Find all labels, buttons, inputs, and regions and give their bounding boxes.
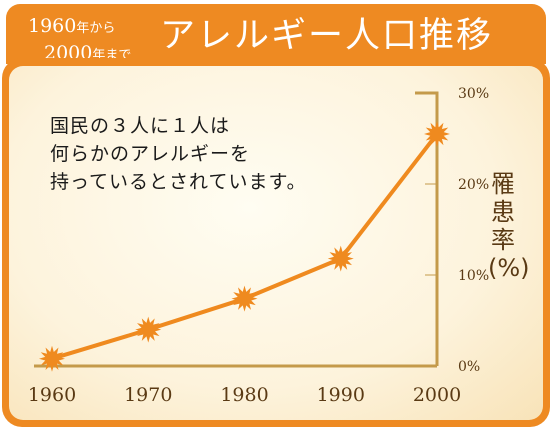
- data-point: [135, 316, 162, 343]
- chart-title: アレルギー人口推移: [160, 16, 494, 56]
- series-line: [51, 132, 439, 361]
- year-from-line: 1960年から: [28, 14, 131, 41]
- year-range: 1960年から 2000年まで: [28, 14, 131, 68]
- note-line-2: 何らかのアレルギーを: [50, 143, 251, 165]
- chart-panel: [9, 66, 543, 420]
- data-point: [327, 245, 354, 272]
- note-line-1: 国民の３人に１人は: [50, 115, 231, 137]
- note-line-3: 持っているとされています。: [50, 171, 307, 193]
- y-tick-label: 30%: [458, 86, 489, 102]
- x-tick-label: 1960: [28, 384, 76, 406]
- x-tick-label: 2000: [413, 384, 461, 406]
- data-point: [39, 345, 65, 372]
- y-tick-label: 10%: [458, 268, 489, 284]
- annotation-note: 国民の３人に１人は 何らかのアレルギーを 持っているとされています。: [50, 112, 307, 196]
- axis-layer: [34, 91, 439, 368]
- marker-layer: [39, 120, 450, 372]
- year-from-suffix: 年から: [76, 21, 116, 36]
- label-layer: 0% 10% 20% 30% 1960 1970 1980 1990 2000: [28, 86, 489, 406]
- header-tab: 1960年から 2000年まで アレルギー人口推移: [6, 4, 546, 64]
- y-tick-label: 20%: [458, 177, 489, 193]
- data-point: [424, 120, 450, 147]
- y-axis-label: 罹患率(%): [488, 170, 530, 282]
- x-tick-label: 1970: [124, 384, 172, 406]
- year-from: 1960: [28, 15, 77, 37]
- y-tick-label: 0%: [458, 359, 480, 375]
- data-point: [231, 285, 258, 312]
- series-layer: [51, 132, 439, 361]
- x-tick-label: 1990: [317, 384, 365, 406]
- x-tick-label: 1980: [220, 384, 268, 406]
